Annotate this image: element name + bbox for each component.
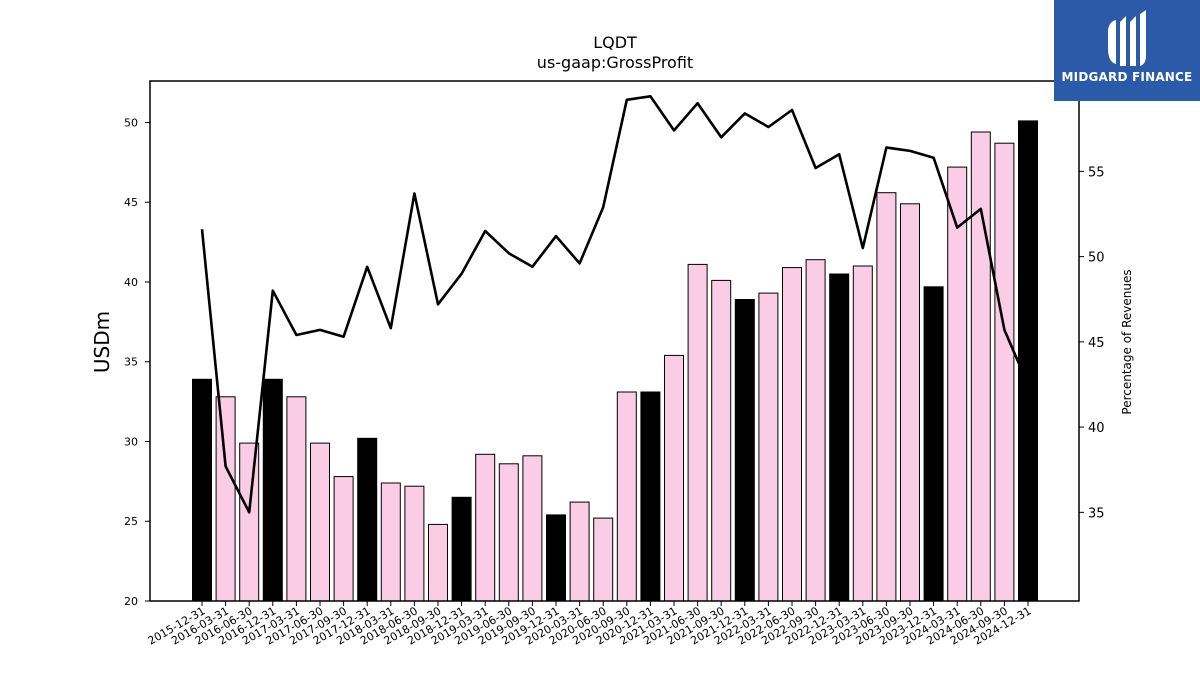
y-tick-label: 50 [124, 116, 138, 129]
y-tick-label: 45 [124, 196, 138, 209]
bar-2023-06-30 [876, 192, 897, 602]
bar-2022-03-31 [758, 292, 779, 602]
bar-2019-03-31 [475, 453, 496, 602]
bar-2019-06-30 [498, 463, 519, 602]
bar-2019-12-31 [546, 514, 566, 602]
bar-2021-12-31 [734, 299, 755, 602]
y-tick-label: 35 [124, 356, 138, 369]
y-right-tick-label: 55 [1088, 165, 1105, 180]
chart-title: LQDT [593, 33, 637, 52]
midgard-logo-icon [1108, 10, 1146, 66]
bar-2023-09-30 [900, 203, 920, 602]
y-axis-right: 35 40 45 50 55 [1079, 165, 1105, 521]
bar-2017-09-30 [333, 476, 354, 602]
bar-2022-06-30 [782, 267, 802, 602]
bar-2019-09-30 [522, 455, 543, 602]
bar-2023-12-31 [923, 286, 944, 602]
bars [192, 120, 1038, 602]
y-tick-label: 30 [124, 435, 138, 448]
bar-2016-06-30 [239, 442, 260, 602]
y-right-tick-label: 35 [1088, 506, 1105, 521]
bar-2017-12-31 [357, 437, 378, 602]
bar-2017-03-31 [286, 396, 307, 602]
plot-frame [149, 80, 1080, 602]
bar-2016-03-31 [215, 396, 236, 602]
y-right-tick-label: 50 [1088, 251, 1105, 266]
y-right-tick-label: 45 [1088, 336, 1105, 351]
bar-2024-12-31 [1018, 120, 1038, 602]
y-tick-label: 40 [124, 276, 138, 289]
y-tick-label: 20 [124, 595, 138, 608]
bar-2020-09-30 [616, 391, 637, 602]
y-tick-label: 25 [124, 515, 138, 528]
bar-2023-03-31 [852, 265, 873, 602]
bar-2018-09-30 [428, 523, 448, 602]
x-axis: 2015-12-312016-03-312016-06-302016-12-31… [146, 601, 1034, 648]
bar-2022-09-30 [805, 259, 826, 602]
bar-2021-06-30 [687, 263, 708, 602]
y-axis-label: USDm [90, 311, 114, 373]
bar-2020-03-31 [569, 501, 590, 602]
bar-2024-06-30 [970, 131, 991, 602]
bar-2022-12-31 [829, 273, 850, 602]
bar-2018-06-30 [404, 485, 425, 602]
bar-2020-06-30 [593, 517, 614, 602]
y-axis-left: 20 25 30 35 40 45 50 [124, 116, 150, 608]
bar-2016-12-31 [262, 378, 283, 602]
y-axis-right-label: Percentage of Revenues [1120, 269, 1134, 414]
chart-subtitle: us-gaap:GrossProfit [537, 53, 693, 72]
bar-2021-03-31 [664, 354, 684, 602]
line-path [200, 95, 1030, 514]
brand-name: MIDGARD FINANCE [1061, 70, 1193, 84]
bar-2018-03-31 [380, 482, 401, 602]
y-right-tick-label: 40 [1088, 421, 1105, 436]
bar-2018-12-31 [451, 496, 472, 602]
bar-2024-03-31 [947, 166, 968, 602]
brand-logo: MIDGARD FINANCE [1054, 0, 1200, 101]
bar-2017-06-30 [310, 442, 330, 602]
bar-2024-09-30 [994, 142, 1015, 602]
bar-2015-12-31 [192, 378, 212, 602]
line-series [200, 95, 1030, 514]
bar-2020-12-31 [640, 391, 661, 602]
bar-2021-09-30 [711, 279, 732, 602]
